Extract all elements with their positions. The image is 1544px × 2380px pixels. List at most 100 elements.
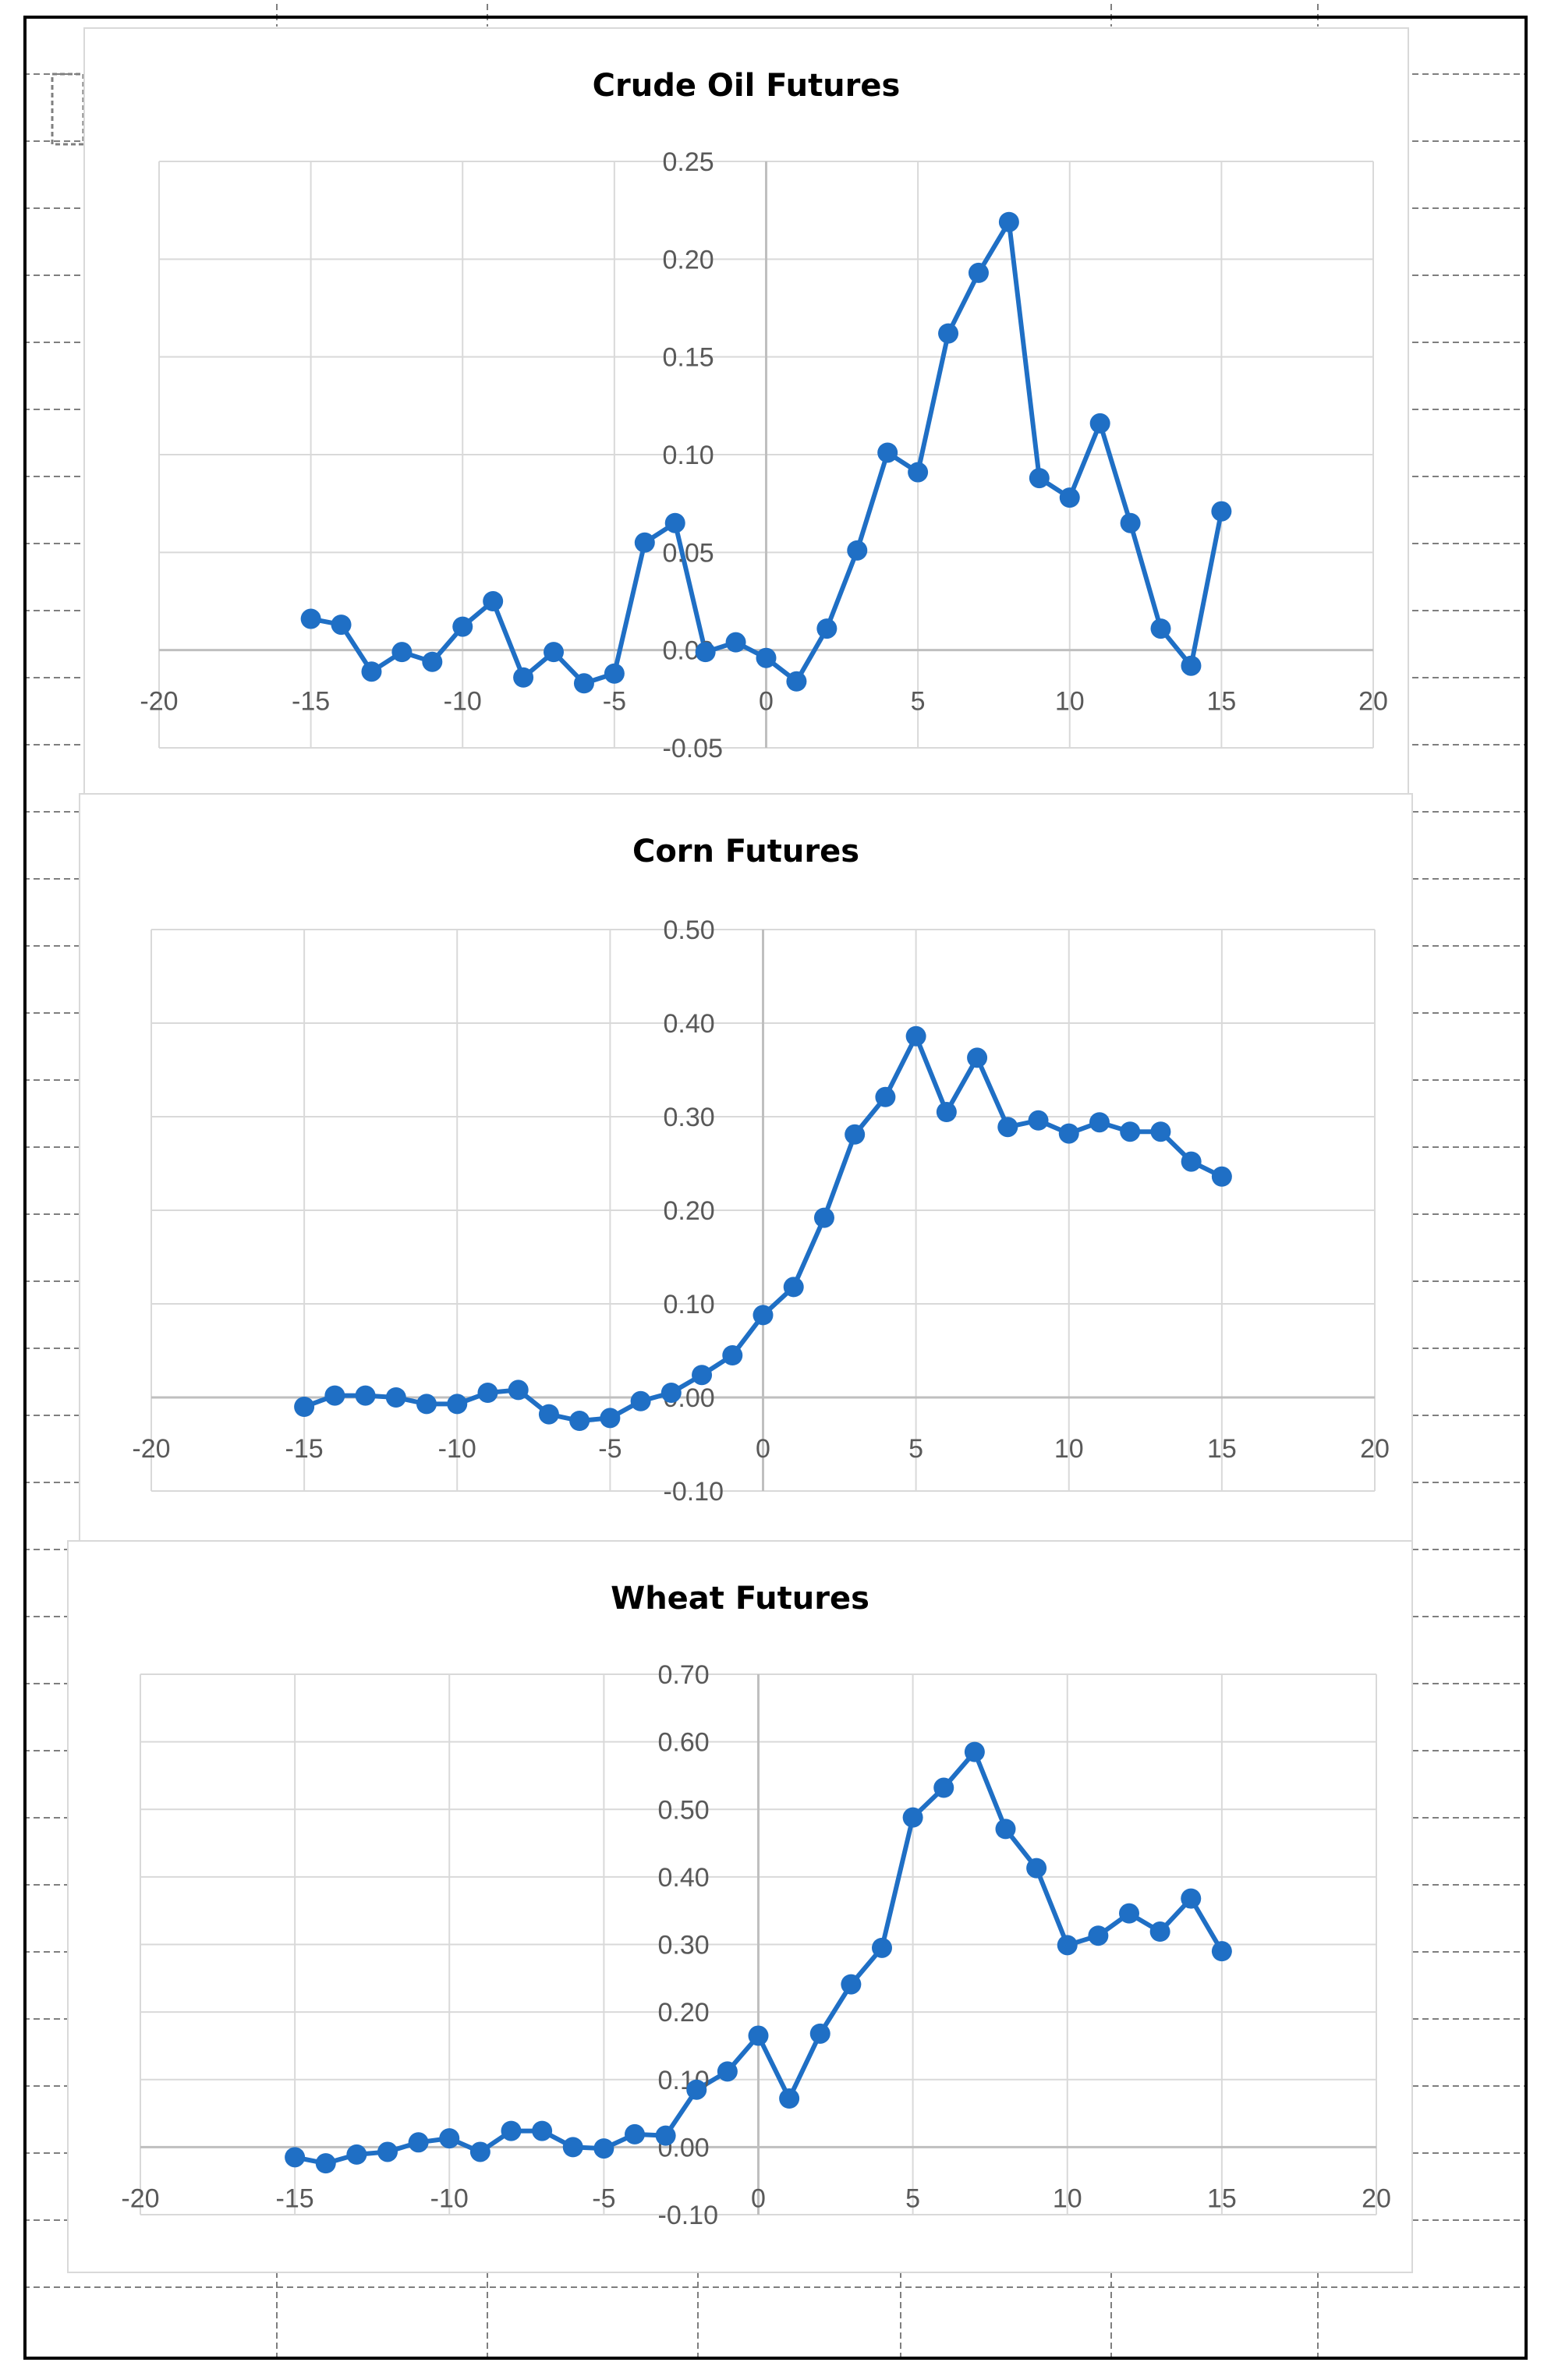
data-point[interactable] <box>385 1387 406 1408</box>
data-point[interactable] <box>753 1305 774 1326</box>
data-point[interactable] <box>872 1937 892 1958</box>
data-point[interactable] <box>964 1741 985 1762</box>
data-point[interactable] <box>1150 1121 1171 1142</box>
data-point[interactable] <box>377 2141 398 2162</box>
data-point[interactable] <box>452 616 473 637</box>
data-point[interactable] <box>998 211 1019 232</box>
data-point[interactable] <box>968 262 989 283</box>
data-point[interactable] <box>501 2120 522 2141</box>
data-point[interactable] <box>933 1777 954 1798</box>
data-point[interactable] <box>995 1819 1016 1840</box>
data-point[interactable] <box>315 2153 336 2174</box>
data-point[interactable] <box>408 2132 429 2153</box>
data-point[interactable] <box>938 323 959 344</box>
data-point[interactable] <box>809 2023 830 2044</box>
y-tick-label: 0.30 <box>664 1103 715 1132</box>
data-point[interactable] <box>783 1277 804 1298</box>
data-point[interactable] <box>1211 1166 1232 1187</box>
data-point[interactable] <box>1057 1935 1078 1956</box>
data-point[interactable] <box>655 2125 676 2146</box>
data-point[interactable] <box>1059 487 1080 508</box>
data-point[interactable] <box>936 1102 957 1122</box>
data-point[interactable] <box>1149 1921 1170 1943</box>
data-point[interactable] <box>544 642 565 663</box>
data-point[interactable] <box>324 1385 345 1406</box>
data-point[interactable] <box>1058 1123 1079 1144</box>
data-point[interactable] <box>600 1408 621 1429</box>
data-point[interactable] <box>285 2147 306 2168</box>
data-point[interactable] <box>717 2061 738 2082</box>
data-point[interactable] <box>660 1383 682 1403</box>
data-point[interactable] <box>725 632 746 653</box>
data-point[interactable] <box>630 1390 651 1411</box>
data-point[interactable] <box>1181 1151 1202 1172</box>
data-point[interactable] <box>1028 1110 1049 1131</box>
chart-corn-futures[interactable]: Corn Futures -20 -15 -10 -5 0 5 10 15 20 -0.10 0.0… <box>79 793 1413 1546</box>
data-point[interactable] <box>1211 501 1232 522</box>
data-point[interactable] <box>469 2141 490 2162</box>
data-point[interactable] <box>786 671 807 692</box>
data-point[interactable] <box>447 1394 468 1415</box>
data-point[interactable] <box>1211 1941 1232 1962</box>
data-point[interactable] <box>562 2137 583 2158</box>
data-point[interactable] <box>997 1117 1018 1138</box>
data-point[interactable] <box>300 608 321 629</box>
data-point[interactable] <box>573 673 594 694</box>
data-point[interactable] <box>908 462 929 483</box>
data-point[interactable] <box>1088 1925 1109 1946</box>
data-point[interactable] <box>513 667 534 688</box>
data-point[interactable] <box>346 2144 367 2165</box>
data-point[interactable] <box>1181 1888 1202 1909</box>
data-point[interactable] <box>355 1385 376 1406</box>
data-point[interactable] <box>756 647 777 668</box>
data-point[interactable] <box>483 591 504 611</box>
data-point[interactable] <box>967 1047 988 1068</box>
data-point[interactable] <box>439 2128 460 2149</box>
data-point[interactable] <box>538 1404 559 1425</box>
data-point[interactable] <box>331 614 352 636</box>
data-point[interactable] <box>1120 1121 1141 1142</box>
data-point[interactable] <box>391 642 413 663</box>
data-point[interactable] <box>813 1207 834 1228</box>
data-point[interactable] <box>477 1383 498 1403</box>
data-point[interactable] <box>877 442 898 463</box>
data-point[interactable] <box>294 1397 315 1417</box>
data-point[interactable] <box>779 2088 800 2109</box>
data-point[interactable] <box>1029 468 1050 489</box>
selection-handle[interactable] <box>51 73 85 146</box>
chart-wheat-futures[interactable]: Wheat Futures -20 -15 -10 -5 0 5 10 15 20 -0.10 0.… <box>67 1540 1413 2273</box>
data-point[interactable] <box>905 1025 926 1047</box>
data-point[interactable] <box>845 1124 866 1145</box>
data-point[interactable] <box>1026 1858 1047 1879</box>
data-point[interactable] <box>508 1379 529 1401</box>
data-point[interactable] <box>604 663 625 684</box>
data-point[interactable] <box>1150 618 1171 639</box>
data-point[interactable] <box>664 512 685 533</box>
data-point[interactable] <box>875 1086 896 1107</box>
data-point[interactable] <box>416 1394 437 1415</box>
y-tick-label: 0.25 <box>663 147 714 177</box>
data-point[interactable] <box>569 1411 590 1431</box>
data-point[interactable] <box>1119 1903 1139 1924</box>
data-point[interactable] <box>361 661 382 682</box>
data-point[interactable] <box>722 1345 743 1365</box>
data-point[interactable] <box>695 642 716 663</box>
data-point[interactable] <box>816 618 838 639</box>
data-point[interactable] <box>422 651 443 672</box>
data-point[interactable] <box>847 540 868 561</box>
y-tick-label: 0.20 <box>663 245 714 274</box>
data-point[interactable] <box>1181 655 1202 676</box>
data-point[interactable] <box>686 2079 707 2100</box>
data-point[interactable] <box>748 2025 769 2046</box>
data-point[interactable] <box>902 1807 923 1828</box>
data-point[interactable] <box>532 2120 553 2141</box>
data-point[interactable] <box>1089 1112 1110 1133</box>
data-point[interactable] <box>625 2123 645 2144</box>
data-point[interactable] <box>634 532 655 553</box>
data-point[interactable] <box>1120 512 1141 533</box>
data-point[interactable] <box>593 2138 614 2159</box>
chart-crude-oil-futures[interactable]: Crude Oil Futures -20 -15 -10 -5 0 5 10 15 20 -0.… <box>83 27 1409 795</box>
data-point[interactable] <box>692 1365 713 1386</box>
data-point[interactable] <box>841 1974 862 1995</box>
data-point[interactable] <box>1089 413 1110 434</box>
